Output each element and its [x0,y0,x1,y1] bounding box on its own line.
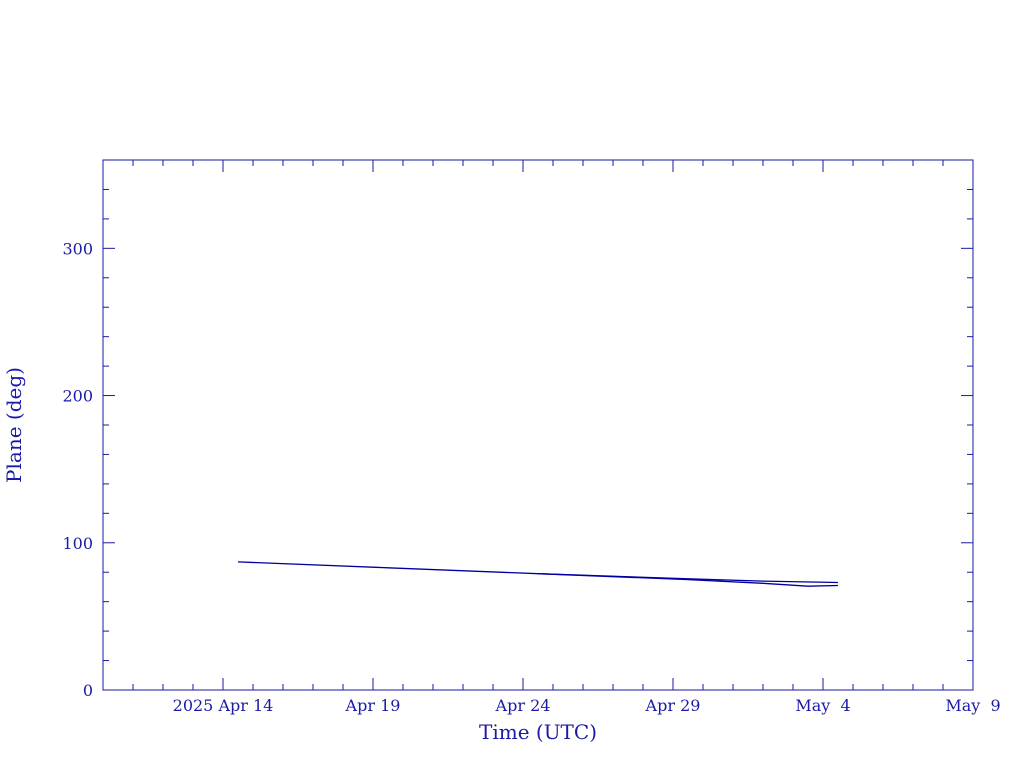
x-tick-label: Apr 19 [345,696,401,715]
y-axis-title: Plane (deg) [2,367,26,483]
y-tick-labels: 0 100 200 300 [62,239,93,700]
x-tick-labels: 2025 Apr 14 Apr 19 Apr 24 Apr 29 May 4 May 9 [173,696,1001,715]
data-series [237,561,839,587]
x-axis-title: Time (UTC) [479,720,597,744]
x-tick-label: May 9 [945,696,1000,715]
x-tick-label: Apr 24 [495,696,551,715]
plot-frame [102,159,974,691]
x-tick-label: May 4 [795,696,850,715]
tick-marks [103,160,974,691]
series-line [537,573,839,587]
x-tick-label: 2025 Apr 14 [173,696,274,715]
y-tick-label: 0 [83,681,93,700]
y-tick-label: 200 [62,387,93,406]
y-tick-label: 100 [62,534,93,553]
series-line [237,561,839,584]
y-tick-label: 300 [62,239,93,258]
x-tick-label: Apr 29 [645,696,701,715]
